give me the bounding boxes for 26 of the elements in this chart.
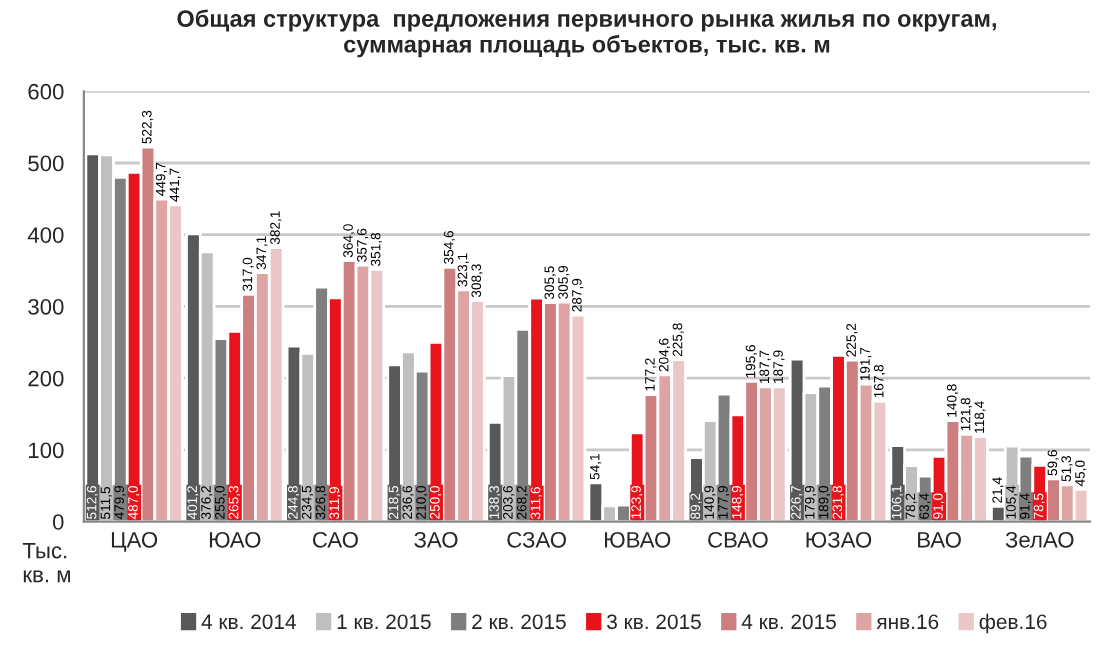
text: Тыс. кв. м [22,542,70,583]
legend-label: янв.16 [876,614,939,630]
y-tick-label: 600 [28,83,64,100]
legend-label: 1 кв. 2015 [337,614,431,630]
chart-title: Общая структура предложения первичного рынка жилья по округам, суммарная площадь объектов, тыс. кв. м [177,9,996,58]
x-tick-label: ВАО [918,531,961,548]
legend-label: 2 кв. 2015 [472,614,566,630]
x-tick-label: ЮЗАО [806,531,872,548]
x-tick-label: СЗАО [507,531,566,548]
x-tick-label: ЦАО [111,531,158,552]
x-tick-label: ЗАО [414,531,458,548]
y-tick-label: 200 [28,370,64,387]
y-tick-label: 300 [28,298,64,315]
y-tick-label: 100 [29,442,64,459]
x-tick-label: СВАО [708,531,768,548]
y-tick-label: 0 [52,514,64,530]
x-tick-label: САО [312,531,358,548]
y-tick-label: 400 [27,227,64,243]
x-tick-label: ЮАО [209,531,261,548]
legend-label: 4 кв. 2015 [741,614,836,630]
y-tick-label: 500 [28,155,64,172]
x-tick-label: ЮВАО [605,531,671,548]
legend-label: фев.16 [979,613,1047,634]
legend-label: 4 кв. 2014 [201,614,296,630]
x-tick-label: ЗелАО [1005,531,1074,548]
legend-label: 3 кв. 2015 [607,614,701,630]
